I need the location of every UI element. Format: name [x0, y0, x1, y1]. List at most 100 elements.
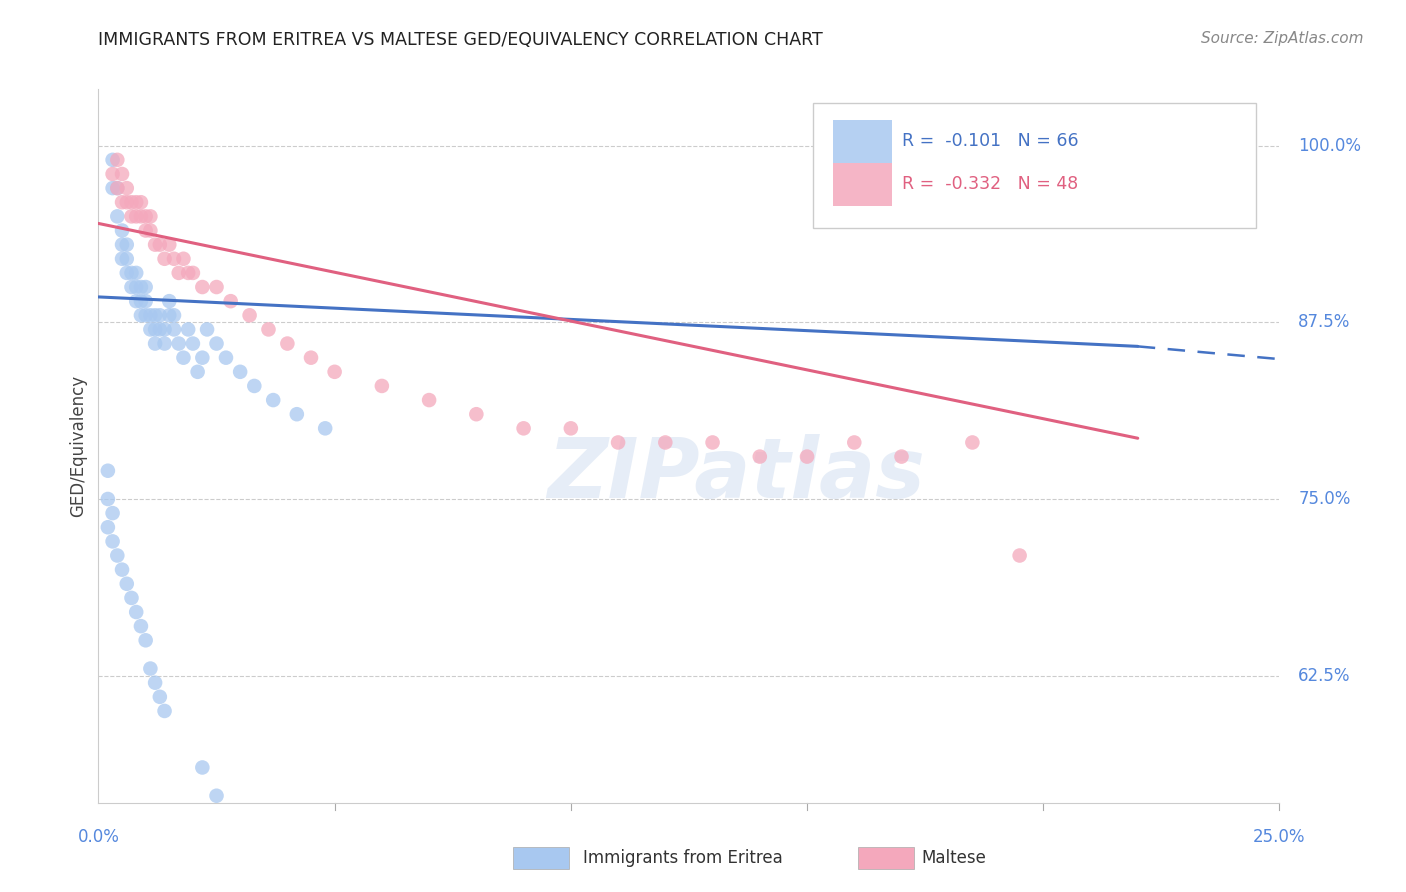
Point	[143, 237, 166, 252]
Point	[215, 351, 238, 365]
Point	[139, 322, 162, 336]
Point	[111, 167, 134, 181]
Point	[121, 280, 143, 294]
Point	[465, 407, 488, 421]
Point	[195, 322, 218, 336]
Point	[101, 153, 124, 167]
Point	[115, 181, 138, 195]
Point	[135, 633, 157, 648]
Point	[153, 336, 176, 351]
Point	[97, 520, 120, 534]
Point	[101, 534, 124, 549]
FancyBboxPatch shape	[813, 103, 1256, 228]
Point	[105, 181, 128, 195]
Point	[139, 223, 162, 237]
Point	[111, 252, 134, 266]
FancyBboxPatch shape	[832, 162, 891, 205]
Point	[229, 365, 252, 379]
Text: ZIPatlas: ZIPatlas	[547, 434, 925, 515]
Point	[560, 421, 582, 435]
Point	[314, 421, 336, 435]
Point	[125, 280, 148, 294]
Point	[135, 210, 157, 224]
Point	[167, 336, 190, 351]
Point	[125, 605, 148, 619]
Point	[1008, 549, 1031, 563]
Point	[418, 393, 440, 408]
Point	[111, 223, 134, 237]
Point	[163, 252, 186, 266]
Point	[121, 210, 143, 224]
Point	[243, 379, 266, 393]
Point	[163, 322, 186, 336]
Point	[129, 294, 152, 309]
Point	[153, 252, 176, 266]
Point	[157, 308, 180, 322]
Point	[105, 181, 128, 195]
Point	[172, 252, 194, 266]
Point	[135, 294, 157, 309]
Point	[157, 294, 180, 309]
Point	[115, 195, 138, 210]
Text: 87.5%: 87.5%	[1298, 313, 1351, 331]
Point	[143, 322, 166, 336]
Point	[962, 435, 984, 450]
Point	[149, 690, 172, 704]
Point	[111, 563, 134, 577]
Point	[702, 435, 724, 450]
Point	[890, 450, 912, 464]
Point	[135, 308, 157, 322]
Text: 0.0%: 0.0%	[77, 829, 120, 847]
Point	[239, 308, 262, 322]
Point	[262, 393, 284, 408]
Point	[143, 336, 166, 351]
Point	[129, 210, 152, 224]
Point	[153, 704, 176, 718]
Text: Source: ZipAtlas.com: Source: ZipAtlas.com	[1201, 31, 1364, 46]
Text: IMMIGRANTS FROM ERITREA VS MALTESE GED/EQUIVALENCY CORRELATION CHART: IMMIGRANTS FROM ERITREA VS MALTESE GED/E…	[98, 31, 823, 49]
Point	[125, 294, 148, 309]
Point	[512, 421, 534, 435]
Text: Maltese: Maltese	[921, 849, 986, 867]
Point	[191, 280, 214, 294]
Point	[276, 336, 298, 351]
Point	[129, 195, 152, 210]
Point	[121, 195, 143, 210]
Point	[105, 549, 128, 563]
Point	[139, 308, 162, 322]
Point	[115, 237, 138, 252]
Point	[163, 308, 186, 322]
Point	[129, 619, 152, 633]
Point	[115, 252, 138, 266]
Point	[153, 322, 176, 336]
Point	[187, 365, 209, 379]
Point	[101, 506, 124, 520]
Point	[157, 237, 180, 252]
Point	[125, 195, 148, 210]
Point	[323, 365, 346, 379]
Point	[105, 210, 128, 224]
Point	[205, 280, 228, 294]
Text: R =  -0.332   N = 48: R = -0.332 N = 48	[901, 175, 1078, 193]
Point	[167, 266, 190, 280]
Point	[115, 576, 138, 591]
Text: 75.0%: 75.0%	[1298, 490, 1351, 508]
Point	[115, 266, 138, 280]
Point	[654, 435, 676, 450]
Point	[796, 450, 818, 464]
Point	[844, 435, 866, 450]
Point	[135, 280, 157, 294]
Point	[172, 351, 194, 365]
Point	[181, 266, 204, 280]
Point	[149, 308, 172, 322]
Point	[135, 223, 157, 237]
FancyBboxPatch shape	[832, 120, 891, 162]
Y-axis label: GED/Equivalency: GED/Equivalency	[69, 375, 87, 517]
Point	[191, 760, 214, 774]
Point	[181, 336, 204, 351]
Point	[371, 379, 394, 393]
Point	[191, 351, 214, 365]
Text: 25.0%: 25.0%	[1253, 829, 1306, 847]
Text: R =  -0.101   N = 66: R = -0.101 N = 66	[901, 132, 1078, 150]
Point	[121, 591, 143, 605]
